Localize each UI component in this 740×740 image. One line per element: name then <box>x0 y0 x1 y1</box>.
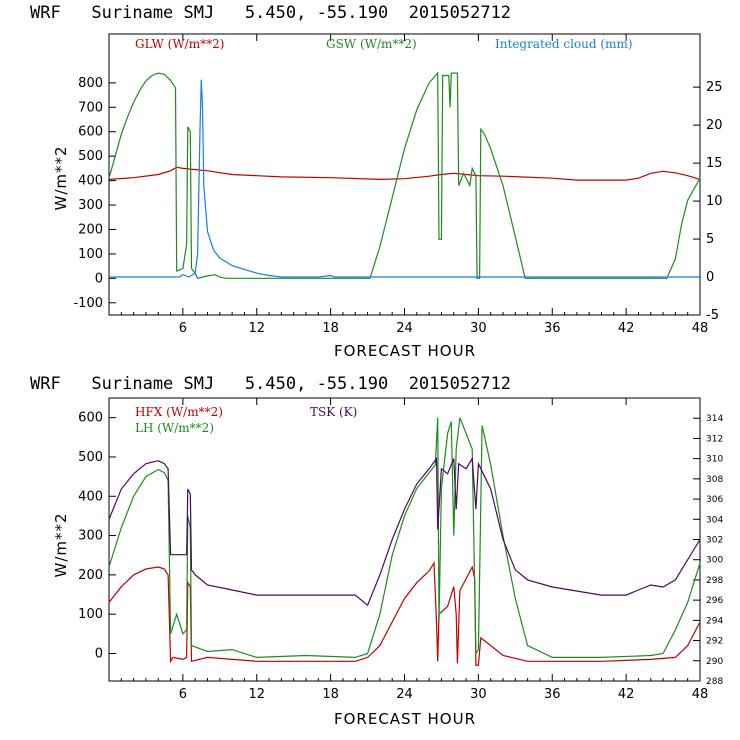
top-xlabel: FORECAST HOUR <box>334 342 476 360</box>
top-plot-frame <box>108 33 701 316</box>
bottom-ytick-label: 200 <box>78 568 103 583</box>
bottom-series-lh-line <box>108 417 701 659</box>
bottom-y2tick-label: 298 <box>706 576 723 586</box>
bottom-plot-frame <box>108 397 701 682</box>
bottom-y2tick-label: 288 <box>706 677 723 687</box>
top-y2tick-label: 5 <box>706 232 714 247</box>
bottom-ylabel: W/m**2 <box>52 512 70 577</box>
top-y2tick-label: 10 <box>706 194 723 209</box>
bottom-series-tsk-line <box>108 456 701 607</box>
top-y2tick-label: -5 <box>706 308 719 323</box>
top-ytick-label: -100 <box>73 296 103 311</box>
bottom-y2tick-label: 312 <box>706 434 723 444</box>
top-ytick-label: 500 <box>78 149 103 164</box>
bottom-title: WRF Suriname SMJ 5.450, -55.190 20150527… <box>30 374 511 394</box>
bottom-xtick-label: 30 <box>470 687 487 702</box>
bottom-series-hfx-line <box>108 561 701 666</box>
top-legend-cloud: Integrated cloud (mm) <box>495 37 633 51</box>
top-ytick-label: 800 <box>78 76 103 91</box>
top-xtick-label: 12 <box>248 321 265 336</box>
bottom-legend-hfx: HFX (W/m**2) <box>135 405 223 419</box>
bottom-ytick-label: 100 <box>78 607 103 622</box>
bottom-xtick-label: 36 <box>544 687 561 702</box>
top-title: WRF Suriname SMJ 5.450, -55.190 20150527… <box>30 3 511 23</box>
bottom-chart: WRF Suriname SMJ 5.450, -55.190 20150527… <box>30 374 723 728</box>
top-xtick-label: 48 <box>692 321 709 336</box>
bottom-y2tick-label: 302 <box>706 536 723 546</box>
bottom-xtick-label: 24 <box>396 687 413 702</box>
top-ytick-label: 700 <box>78 100 103 115</box>
bottom-ytick-label: 400 <box>78 489 103 504</box>
bottom-ytick-label: 300 <box>78 529 103 544</box>
bottom-legend-tsk: TSK (K) <box>310 405 357 419</box>
top-y2tick-label: 0 <box>706 270 714 285</box>
bottom-y2tick-label: 294 <box>706 616 723 626</box>
top-series-glw-line <box>108 166 701 181</box>
bottom-legend-lh: LH (W/m**2) <box>135 421 214 435</box>
top-y2tick-label: 20 <box>706 118 723 133</box>
bottom-y2tick-label: 306 <box>706 495 723 505</box>
top-ytick-label: 100 <box>78 247 103 262</box>
top-y2tick-label: 15 <box>706 156 723 171</box>
top-xtick-label: 24 <box>396 321 413 336</box>
bottom-y2tick-label: 290 <box>706 657 723 667</box>
bottom-ytick-label: 0 <box>95 646 103 661</box>
top-xtick-label: 18 <box>322 321 339 336</box>
bottom-y2tick-label: 296 <box>706 596 723 606</box>
bottom-y2tick-label: 304 <box>706 515 723 525</box>
top-ytick-label: 200 <box>78 222 103 237</box>
bottom-y2tick-label: 300 <box>706 556 723 566</box>
top-chart: WRF Suriname SMJ 5.450, -55.190 20150527… <box>30 3 723 360</box>
top-legend-gsw: GSW (W/m**2) <box>326 37 417 51</box>
bottom-ytick-label: 500 <box>78 450 103 465</box>
bottom-y2tick-label: 314 <box>706 414 723 424</box>
top-series-gsw-line <box>108 71 701 279</box>
bottom-y2tick-label: 308 <box>706 475 723 485</box>
top-ylabel: W/m**2 <box>52 145 70 210</box>
top-ytick-label: 400 <box>78 174 103 189</box>
top-xtick-label: 6 <box>179 321 187 336</box>
bottom-y2tick-label: 292 <box>706 637 723 647</box>
bottom-xlabel: FORECAST HOUR <box>334 710 476 728</box>
top-ytick-label: 0 <box>95 271 103 286</box>
top-xtick-label: 30 <box>470 321 487 336</box>
bottom-xtick-label: 6 <box>179 687 187 702</box>
bottom-y2tick-label: 310 <box>706 455 723 465</box>
bottom-xtick-label: 48 <box>692 687 709 702</box>
bottom-xtick-label: 42 <box>618 687 635 702</box>
bottom-ytick-label: 600 <box>78 411 103 426</box>
top-series-integrated-line <box>109 79 700 278</box>
top-ytick-label: 600 <box>78 125 103 140</box>
bottom-xtick-label: 12 <box>248 687 265 702</box>
top-ytick-label: 300 <box>78 198 103 213</box>
top-legend-glw: GLW (W/m**2) <box>135 37 224 51</box>
top-xtick-label: 42 <box>618 321 635 336</box>
top-y2tick-label: 25 <box>706 80 723 95</box>
top-xtick-label: 36 <box>544 321 561 336</box>
bottom-xtick-label: 18 <box>322 687 339 702</box>
